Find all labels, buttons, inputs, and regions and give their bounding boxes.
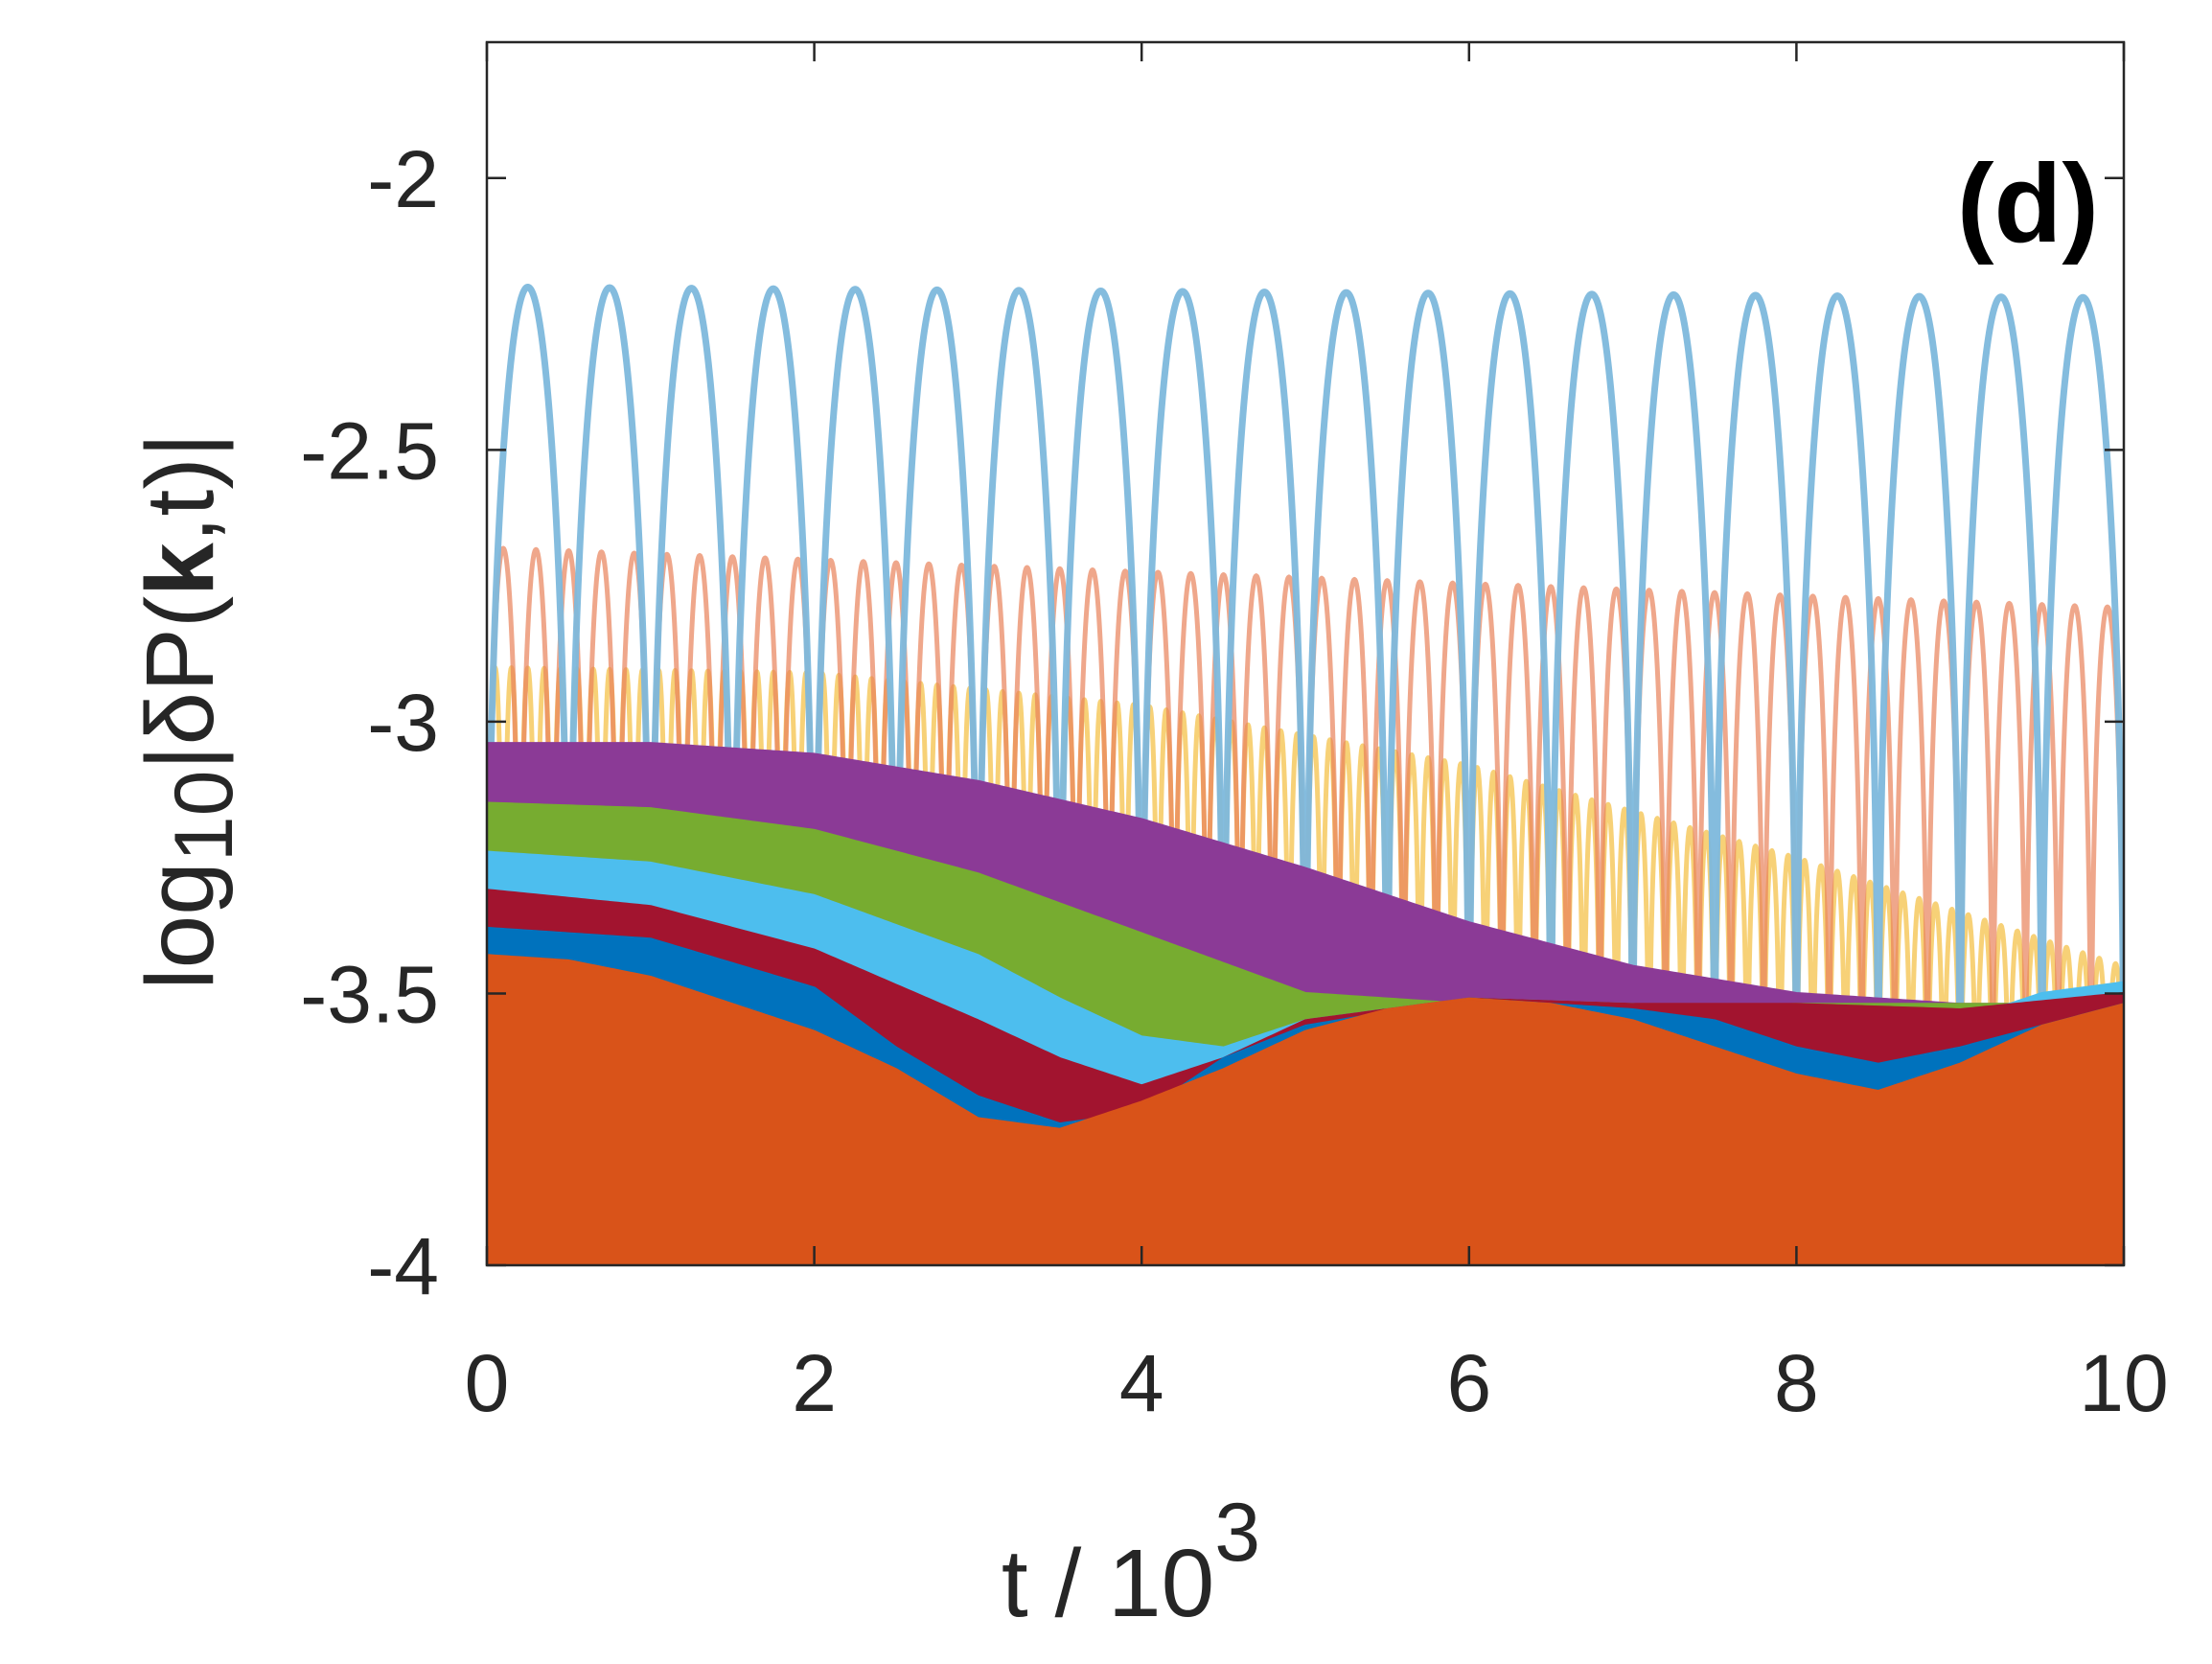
x-tick-label: 4 — [1119, 1338, 1164, 1428]
axes-box — [485, 40, 2126, 1267]
y-tick-label: -4 — [367, 1221, 439, 1311]
x-tick-label: 0 — [465, 1338, 510, 1428]
y-axis-title-subscript: 10 — [158, 770, 250, 862]
axes-layer — [485, 40, 2126, 1267]
series-band-mode-9 — [487, 954, 2124, 1265]
series-line-mode-2 — [487, 545, 2124, 1265]
x-tick-label: 6 — [1446, 1338, 1491, 1428]
tick-label-layer: 0 2 4 6 8 10 -2 -2.5 -3 -3.5 -4 — [300, 134, 2168, 1428]
x-tick-label: 2 — [792, 1338, 837, 1428]
x-axis-title-exponent: 3 — [1214, 1487, 1260, 1579]
x-tick-label: 8 — [1774, 1338, 1819, 1428]
y-axis-title-body-end: ,t)| — [127, 432, 234, 543]
series-layer — [487, 283, 2124, 1265]
y-tick-label: -3 — [367, 678, 439, 768]
x-tick-label: 10 — [2079, 1338, 2168, 1428]
y-axis-title-bold-k: k — [127, 543, 234, 596]
y-axis-title-body-start: |δP( — [127, 596, 234, 771]
series-line-mode-3 — [487, 664, 2124, 1265]
x-axis-title: t / 103 — [1002, 1487, 1260, 1637]
y-axis-title: log10|δP(k,t)| — [127, 432, 250, 989]
x-axis-title-text: t / 10 — [1002, 1530, 1214, 1637]
y-tick-label: -3.5 — [300, 949, 439, 1039]
y-axis-title-log: log — [127, 862, 234, 989]
series-line-mode-1 — [487, 283, 2124, 1265]
panel-label: (d) — [1957, 141, 2099, 266]
y-tick-label: -2.5 — [300, 405, 439, 496]
y-tick-label: -2 — [367, 134, 439, 224]
